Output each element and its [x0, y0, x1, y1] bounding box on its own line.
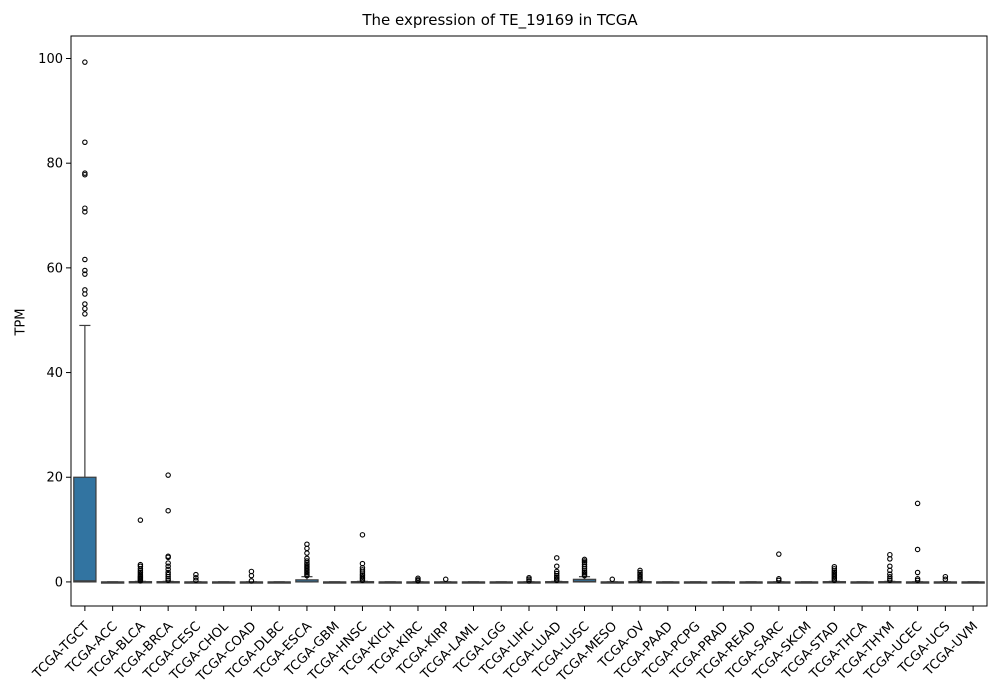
- outlier-point: [359, 532, 366, 538]
- outlier-point: [165, 571, 171, 578]
- outlier-point: [887, 571, 893, 577]
- outlier-point: [442, 576, 449, 583]
- outlier-point: [914, 576, 921, 582]
- outlier-point: [554, 568, 560, 575]
- outlier-point: [359, 567, 366, 573]
- outlier-point: [637, 569, 643, 576]
- outlier-point: [359, 560, 366, 567]
- outlier-point: [82, 59, 88, 65]
- outlier-point: [82, 271, 88, 277]
- outlier-point: [887, 551, 893, 558]
- outlier-point: [304, 555, 310, 562]
- y-tick-label: 100: [38, 52, 63, 67]
- y-tick-label: 80: [46, 157, 63, 172]
- outlier-point: [304, 541, 310, 547]
- outlier-point: [82, 256, 88, 263]
- outlier-point: [887, 563, 893, 569]
- outlier-point: [165, 553, 171, 560]
- outlier-point: [165, 507, 171, 514]
- outlier-point: [165, 472, 171, 478]
- outlier-point: [942, 573, 949, 580]
- outlier-point: [82, 311, 88, 317]
- outlier-point: [554, 555, 560, 561]
- outlier-point: [914, 569, 921, 576]
- outlier-point: [248, 578, 255, 584]
- outlier-point: [554, 570, 560, 577]
- outlier-point: [82, 205, 88, 211]
- outlier-point: [193, 577, 199, 584]
- outlier-point: [776, 551, 782, 557]
- outlier-point: [581, 556, 588, 563]
- outlier-point: [304, 550, 310, 556]
- outlier-point: [165, 566, 171, 573]
- chart-title: The expression of TE_19169 in TCGA: [362, 11, 638, 29]
- y-tick-label: 60: [46, 261, 63, 276]
- outlier-point: [137, 561, 144, 568]
- outlier-point: [82, 267, 88, 274]
- outlier-point: [554, 563, 560, 569]
- outlier-point: [248, 568, 255, 575]
- outlier-point: [304, 558, 310, 564]
- outlier-point: [82, 305, 88, 312]
- outlier-point: [193, 574, 199, 581]
- outlier-point: [831, 563, 838, 570]
- outlier-point: [82, 301, 88, 307]
- outlier-point: [914, 546, 921, 553]
- outlier-point: [887, 573, 893, 580]
- y-tick-label: 40: [46, 366, 63, 381]
- outlier-point: [82, 209, 88, 215]
- outlier-point: [137, 517, 144, 523]
- outlier-point: [581, 561, 588, 568]
- outlier-point: [165, 560, 171, 566]
- outlier-point: [942, 576, 949, 583]
- box: [73, 476, 97, 583]
- outlier-point: [82, 287, 88, 293]
- outlier-point: [609, 576, 616, 583]
- outlier-point: [415, 575, 421, 582]
- outlier-point: [165, 563, 171, 569]
- outlier-point: [914, 500, 921, 507]
- y-tick-label: 0: [55, 575, 63, 590]
- outlier-point: [165, 569, 171, 576]
- outlier-point: [831, 566, 838, 572]
- outlier-point: [82, 170, 88, 176]
- outlier-point: [776, 576, 782, 582]
- plot-frame: [70, 35, 988, 607]
- outlier-point: [82, 139, 88, 146]
- outlier-point: [526, 574, 532, 581]
- outlier-point: [637, 567, 643, 574]
- outlier-point: [193, 571, 199, 578]
- y-tick-label: 20: [46, 471, 63, 486]
